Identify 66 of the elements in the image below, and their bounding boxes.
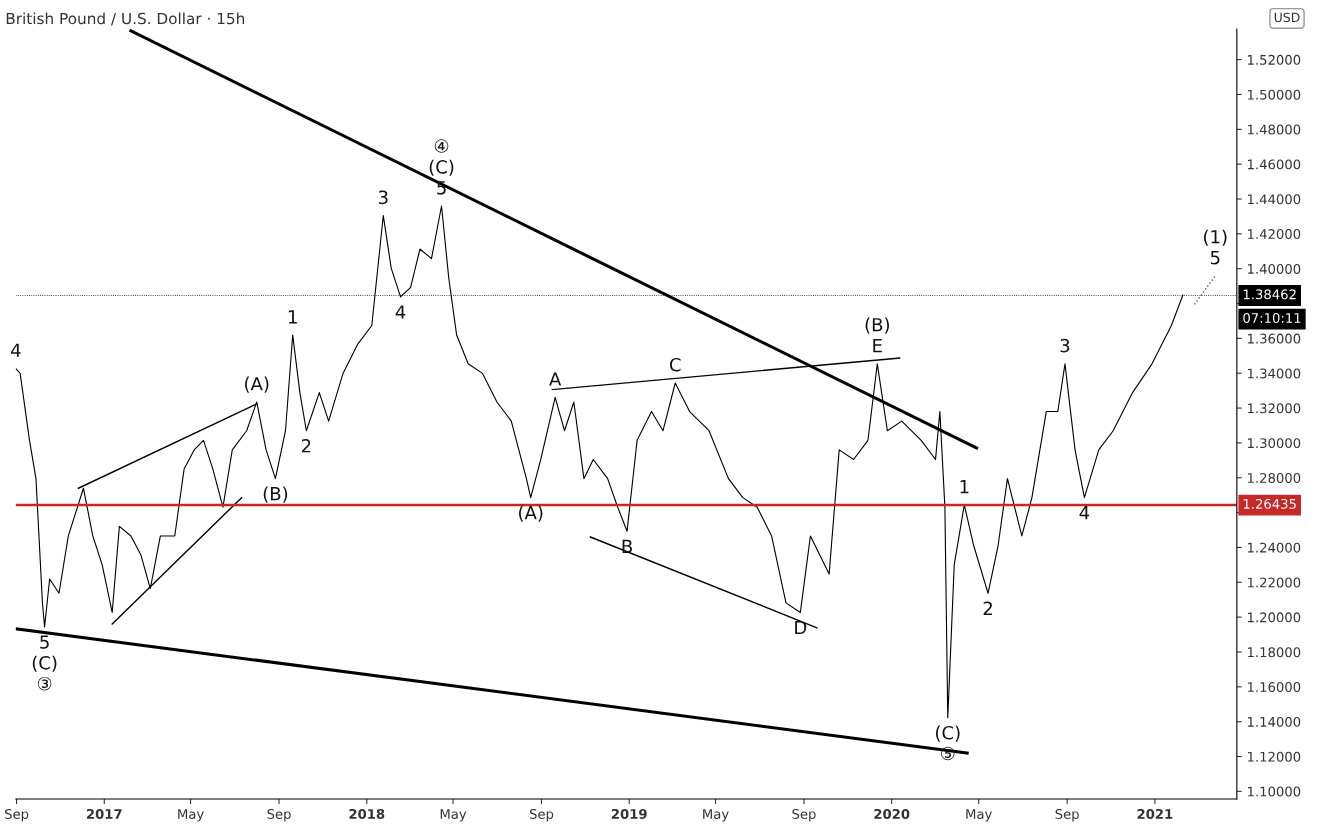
annotation: 4 [10,343,21,357]
ref-line-label: 1.26435 [1243,498,1296,509]
text: 07:10:11 [1243,312,1301,323]
annotation: ③ [37,676,52,691]
annotation: (1) [1204,229,1227,246]
annotation: ④ [434,139,449,153]
x-tick-label: May [440,809,467,822]
x-tick-label: 2018 [349,808,385,819]
annotation: (A) [245,376,269,393]
annotation: 3 [378,190,388,205]
ref-line-label: 1.38462 [1243,289,1296,300]
y-tick-label: 1.22000 [1248,577,1301,588]
y-tick-label: 1.42000 [1248,229,1301,240]
x-tick-label: Sep [792,808,816,822]
annotation: C [669,357,681,372]
x-tick-label: 2017 [86,808,122,819]
y-tick-label: 1.40000 [1248,263,1301,274]
y-tick-label: 1.50000 [1248,89,1301,100]
annotation: E [873,338,882,353]
annotation: A [549,372,562,386]
annotation: (A) [519,505,543,522]
annotation: 3 [1060,338,1070,353]
annotation: (C) [935,725,960,742]
annotation: D [795,620,807,635]
annotation: (B) [865,317,889,334]
y-tick-label: 1.24000 [1248,542,1301,553]
y-tick-label: 1.30000 [1248,438,1301,449]
y-tick-label: 1.16000 [1248,682,1301,693]
annotation: 1 [960,480,969,494]
annotation: (C) [429,159,454,176]
y-tick-label: 1.44000 [1248,194,1301,205]
x-tick-label: May [966,809,992,822]
x-tick-label: Sep [1055,808,1079,822]
x-tick-label: Sep [267,808,291,822]
annotation: (C) [32,655,57,672]
y-tick-label: 1.20000 [1248,612,1301,623]
annotation: 2 [983,601,992,615]
annotation: 2 [301,438,311,453]
text: USD [1274,12,1300,23]
x-tick-label: Sep [529,808,554,822]
annotation: 4 [395,305,406,319]
y-tick-label: 1.18000 [1248,647,1301,658]
x-tick-label: 2021 [1137,808,1173,819]
annotation: B [622,539,632,553]
x-tick-label: May [703,809,729,822]
y-tick-label: 1.48000 [1248,124,1301,135]
annotation: 4 [1079,506,1090,520]
y-tick-label: 1.32000 [1248,403,1301,414]
y-tick-label: 1.34000 [1248,368,1301,379]
annotation: (B) [263,486,288,503]
chart-title: British Pound / U.S. Dollar · 15h [6,12,245,26]
y-tick-label: 1.46000 [1248,159,1301,170]
x-tick-label: 2020 [874,808,910,819]
y-tick-label: 1.14000 [1248,716,1301,727]
x-tick-label: Sep [4,808,29,822]
x-tick-label: May [178,809,204,822]
annotation: 5 [437,181,446,195]
x-tick-label: 2019 [611,808,647,819]
y-tick-label: 1.10000 [1248,786,1301,797]
y-tick-label: 1.52000 [1248,54,1301,65]
y-tick-label: 1.28000 [1248,472,1301,483]
y-tick-label: 1.12000 [1248,751,1301,762]
annotation: 5 [40,635,49,649]
annotation: 1 [288,310,297,324]
y-tick-label: 1.36000 [1248,333,1301,344]
annotation: 5 [1210,251,1220,265]
